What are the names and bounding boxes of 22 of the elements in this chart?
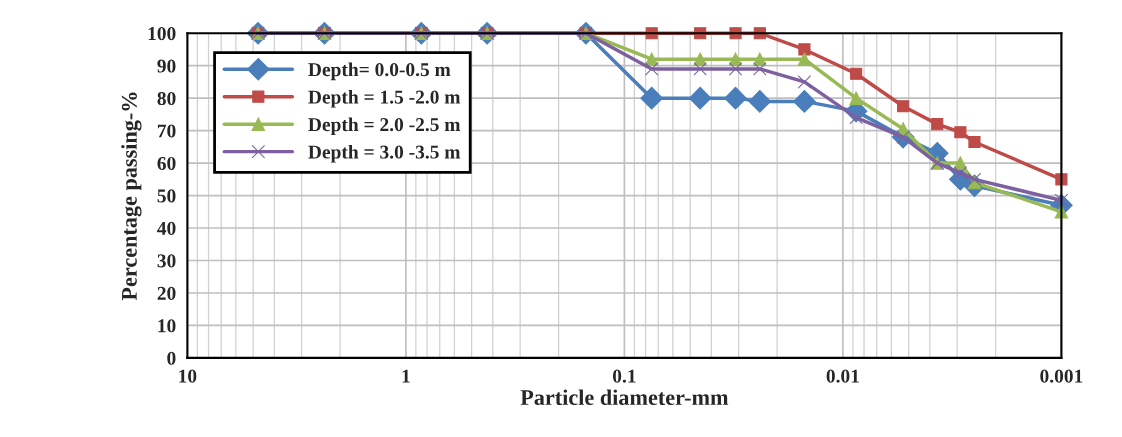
y-tick-label: 20 bbox=[157, 286, 176, 300]
x-tick-label: 1 bbox=[402, 369, 410, 383]
legend-label: Depth = 2.0 -2.5 m bbox=[308, 117, 461, 136]
y-tick-label: 0 bbox=[167, 351, 176, 365]
y-tick-label: 40 bbox=[157, 221, 176, 235]
x-tick-label: 0.001 bbox=[1040, 369, 1083, 383]
y-tick-label: 30 bbox=[157, 254, 176, 268]
y-tick-label: 50 bbox=[157, 189, 176, 203]
y-tick-label: 90 bbox=[157, 59, 176, 73]
legend-label: Depth = 1.5 -2.0 m bbox=[308, 89, 461, 108]
y-tick-label: 10 bbox=[158, 319, 176, 333]
x-tick-label: 0.01 bbox=[826, 369, 859, 383]
x-tick-label: 0.1 bbox=[612, 369, 636, 383]
legend-label: Depth= 0.0-0.5 m bbox=[308, 62, 451, 81]
y-tick-label: 70 bbox=[157, 124, 176, 138]
y-tick-label: 60 bbox=[157, 156, 176, 171]
x-tick-label: 10 bbox=[179, 369, 197, 383]
y-tick-label: 80 bbox=[157, 91, 176, 106]
legend-label: Depth = 3.0 -3.5 m bbox=[308, 144, 461, 163]
x-axis-title: Particle diameter-mm bbox=[520, 389, 729, 406]
y-axis-title: Percentage passing-% bbox=[121, 92, 142, 301]
y-tick-label: 100 bbox=[148, 27, 176, 41]
